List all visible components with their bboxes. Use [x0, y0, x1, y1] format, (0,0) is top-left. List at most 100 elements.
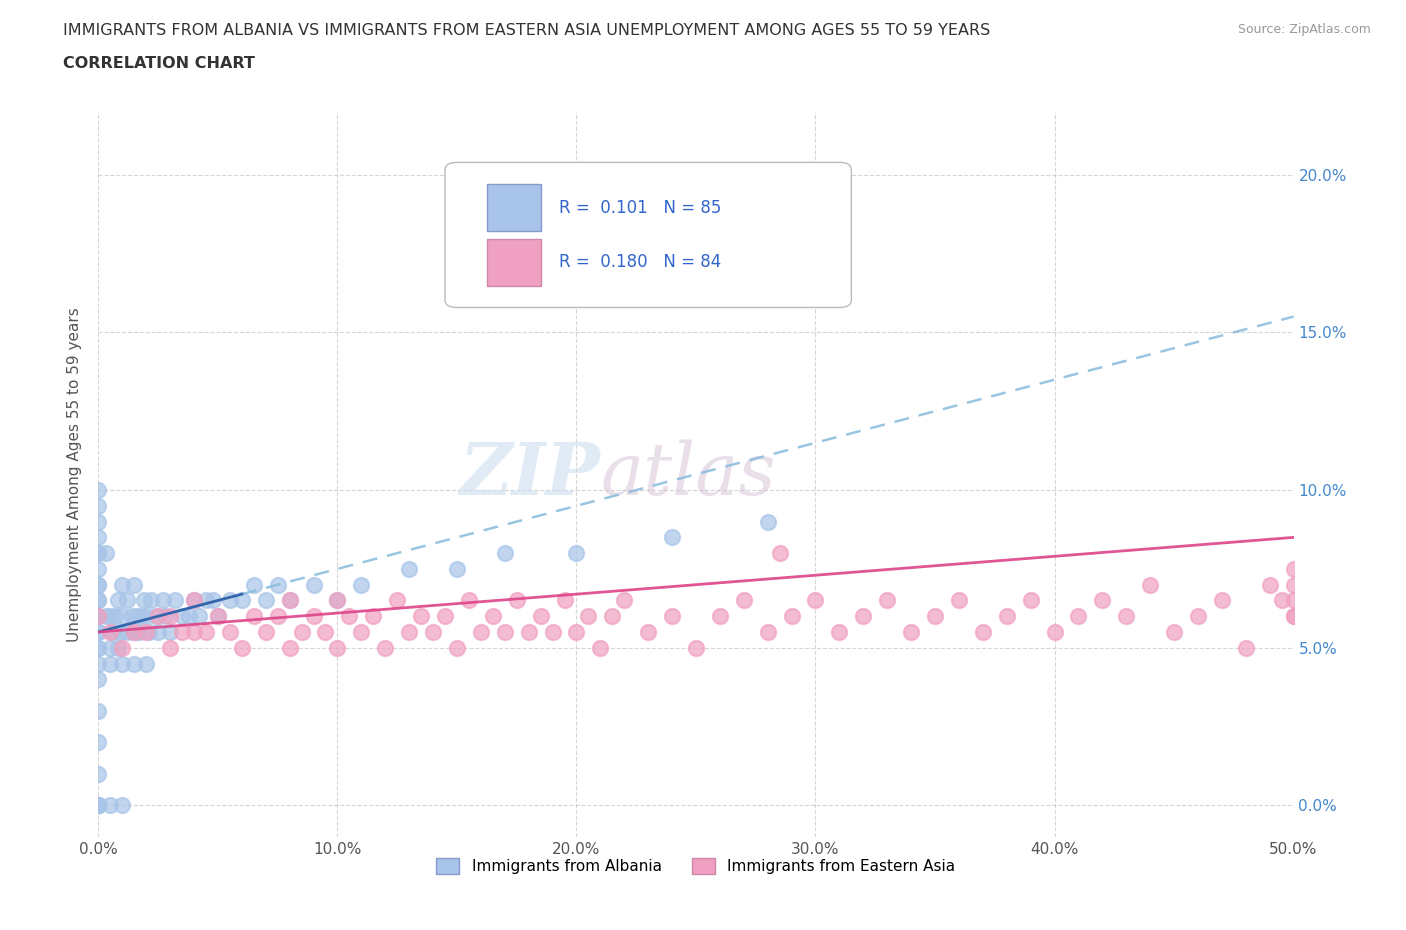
Bar: [486, 184, 541, 232]
Legend: Immigrants from Albania, Immigrants from Eastern Asia: Immigrants from Albania, Immigrants from…: [430, 852, 962, 880]
Point: [302, 578, 325, 592]
Point: [434, 609, 457, 624]
Point: [876, 593, 898, 608]
Point: [132, 593, 155, 608]
Point: [291, 625, 314, 640]
Point: [111, 798, 134, 813]
Point: [87, 641, 110, 656]
Point: [202, 593, 225, 608]
Point: [159, 641, 181, 656]
Point: [709, 609, 731, 624]
Point: [124, 656, 146, 671]
Point: [494, 625, 516, 640]
Point: [972, 625, 994, 640]
Point: [733, 593, 755, 608]
Point: [1271, 593, 1294, 608]
Point: [98, 641, 122, 656]
Point: [302, 609, 325, 624]
Point: [87, 546, 110, 561]
Point: [195, 593, 218, 608]
Text: R =  0.101   N = 85: R = 0.101 N = 85: [558, 199, 721, 217]
Point: [183, 593, 205, 608]
Point: [87, 625, 110, 640]
Point: [87, 530, 110, 545]
Point: [163, 593, 186, 608]
Point: [159, 609, 181, 624]
Point: [385, 593, 409, 608]
Point: [326, 593, 349, 608]
Point: [637, 625, 659, 640]
Point: [554, 593, 576, 608]
Point: [135, 609, 157, 624]
Point: [111, 609, 134, 624]
Point: [152, 593, 174, 608]
Text: R =  0.180   N = 84: R = 0.180 N = 84: [558, 253, 721, 272]
Point: [219, 625, 242, 640]
Point: [98, 625, 122, 640]
Point: [111, 641, 134, 656]
Point: [578, 609, 600, 624]
Point: [1282, 593, 1305, 608]
Point: [94, 609, 117, 624]
Point: [125, 609, 148, 624]
Point: [446, 641, 468, 656]
Point: [87, 798, 110, 813]
Point: [278, 641, 301, 656]
Point: [87, 671, 110, 686]
Point: [195, 625, 218, 640]
Point: [87, 798, 110, 813]
Text: IMMIGRANTS FROM ALBANIA VS IMMIGRANTS FROM EASTERN ASIA UNEMPLOYMENT AMONG AGES : IMMIGRANTS FROM ALBANIA VS IMMIGRANTS FR…: [63, 23, 990, 38]
Point: [506, 593, 529, 608]
Point: [470, 625, 492, 640]
Point: [124, 625, 146, 640]
Point: [565, 625, 588, 640]
Point: [155, 609, 177, 624]
Point: [87, 593, 110, 608]
Point: [87, 593, 110, 608]
Point: [231, 593, 253, 608]
Point: [1282, 609, 1305, 624]
Point: [254, 593, 277, 608]
Point: [804, 593, 827, 608]
Point: [243, 609, 266, 624]
Point: [131, 609, 153, 624]
Point: [995, 609, 1018, 624]
Point: [115, 593, 138, 608]
Point: [87, 625, 110, 640]
Point: [148, 609, 170, 624]
Point: [517, 625, 540, 640]
Point: [1067, 609, 1090, 624]
Point: [267, 609, 290, 624]
Point: [135, 656, 157, 671]
Point: [121, 609, 143, 624]
Point: [422, 625, 444, 640]
Point: [172, 609, 194, 624]
Point: [780, 609, 803, 624]
Point: [768, 546, 790, 561]
Point: [172, 625, 194, 640]
Point: [87, 703, 110, 718]
Text: atlas: atlas: [600, 439, 776, 510]
Point: [446, 562, 468, 577]
Point: [98, 609, 122, 624]
Point: [661, 530, 683, 545]
Point: [87, 798, 110, 813]
Point: [1163, 625, 1185, 640]
Point: [145, 609, 167, 624]
Point: [278, 593, 301, 608]
Point: [87, 798, 110, 813]
Point: [900, 625, 922, 640]
Point: [565, 546, 588, 561]
Point: [411, 609, 433, 624]
Point: [374, 641, 396, 656]
Point: [98, 656, 122, 671]
Point: [326, 593, 349, 608]
Point: [254, 625, 277, 640]
Point: [1043, 625, 1066, 640]
Point: [1211, 593, 1233, 608]
Point: [128, 625, 150, 640]
Point: [589, 641, 612, 656]
Point: [661, 609, 683, 624]
Text: CORRELATION CHART: CORRELATION CHART: [63, 56, 254, 71]
Point: [94, 546, 117, 561]
